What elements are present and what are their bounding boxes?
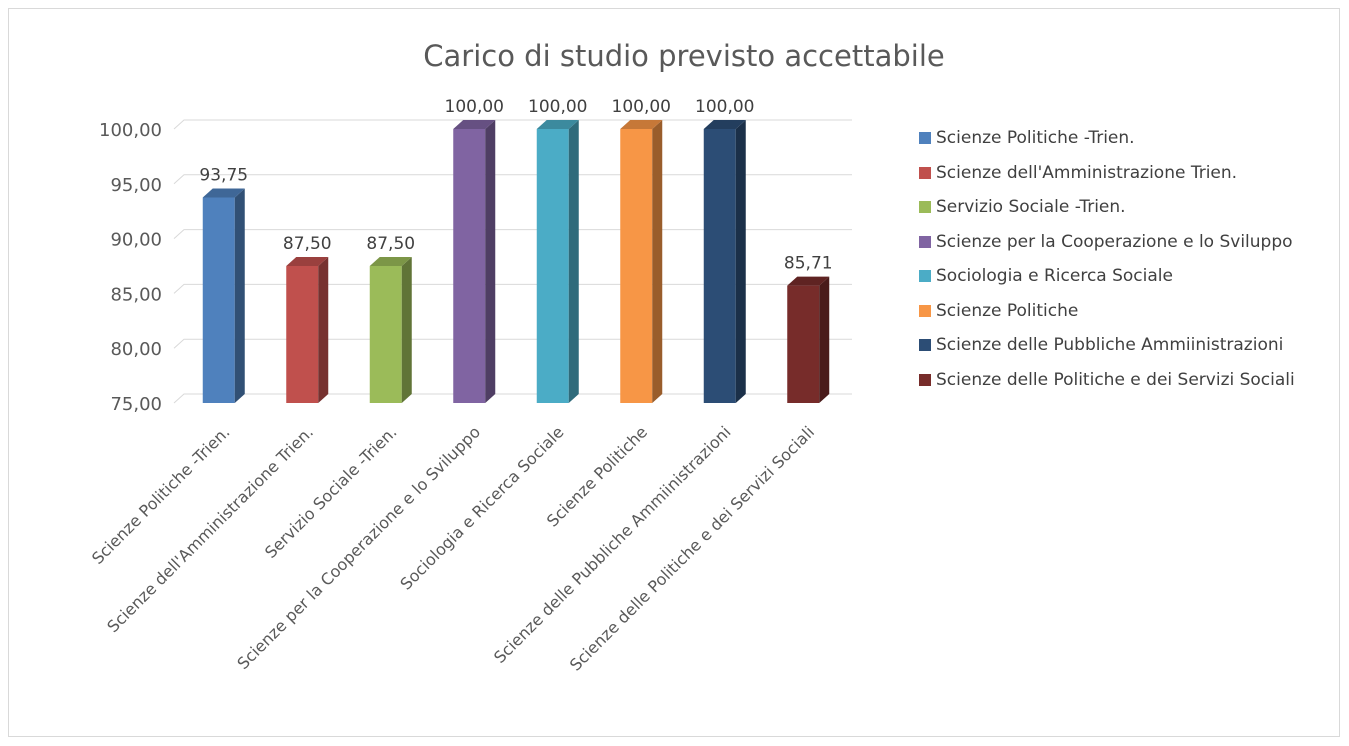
bar-top (369, 257, 412, 266)
y-tick-label: 80,00 (110, 339, 162, 360)
legend-swatch (919, 235, 931, 248)
gridlines (173, 119, 852, 404)
legend-item: Scienze delle Pubbliche Ammiinistrazioni (919, 328, 1295, 363)
bar-side (735, 120, 746, 403)
y-tick-label: 75,00 (110, 394, 162, 415)
gridline (173, 119, 852, 130)
legend-item: Servizio Sociale -Trien. (919, 190, 1295, 225)
legend-swatch (919, 270, 931, 283)
bar-side (234, 188, 245, 403)
legend-item: Sociologia e Ricerca Sociale (919, 259, 1295, 294)
bar-front (369, 266, 402, 403)
bar: 100,00 (445, 97, 504, 403)
legend-swatch (919, 132, 931, 145)
legend-label: Scienze Politiche -Trien. (936, 128, 1135, 149)
bar: 85,71 (784, 254, 833, 403)
legend-item: Scienze dell'Amministrazione Trien. (919, 156, 1295, 191)
bar-front (787, 285, 820, 403)
y-axis: 75,00 80,00 85,00 90,00 95,00 100,00 (99, 120, 162, 415)
bar: 87,50 (366, 234, 415, 403)
x-axis: Scienze Politiche -Trien.Scienze dell'Am… (88, 422, 818, 674)
legend-label: Servizio Sociale -Trien. (936, 197, 1126, 218)
bar-side (401, 257, 412, 403)
bar: 93,75 (199, 166, 248, 403)
bar-side (819, 276, 830, 403)
data-label: 100,00 (695, 97, 754, 117)
y-tick-label: 95,00 (110, 175, 162, 196)
bar-side (568, 120, 579, 403)
bars: 93,75 87,50 87,50 100,00 100,00 100,00 100,00 8… (199, 97, 833, 403)
data-label: 87,50 (283, 234, 332, 254)
bar-top (620, 120, 663, 129)
legend-label: Scienze delle Pubbliche Ammiinistrazioni (936, 335, 1284, 356)
y-tick-label: 90,00 (110, 230, 162, 251)
data-label: 87,50 (366, 234, 415, 254)
y-tick-label: 100,00 (99, 120, 162, 141)
bar-top (202, 188, 245, 198)
data-label: 93,75 (199, 166, 248, 186)
legend: Scienze Politiche -Trien. Scienze dell'Am… (919, 121, 1295, 397)
data-label: 85,71 (784, 254, 833, 274)
x-tick-label: Sociologia e Ricerca Sociale (396, 422, 567, 593)
chart-title: Carico di studio previsto accettabile (423, 39, 944, 73)
bar-top (703, 120, 746, 129)
bar-top (536, 120, 579, 129)
chart-frame: Carico di studio previsto accettabile 75… (8, 8, 1340, 737)
y-tick-label: 85,00 (110, 284, 162, 305)
legend-item: Scienze per la Cooperazione e lo Svilupp… (919, 225, 1295, 260)
gridline (173, 174, 852, 185)
bar-front (620, 129, 653, 403)
data-label: 100,00 (528, 97, 587, 117)
legend-swatch (919, 166, 931, 179)
legend-swatch (919, 201, 931, 214)
legend-label: Scienze dell'Amministrazione Trien. (936, 162, 1238, 183)
legend-item: Scienze Politiche (919, 294, 1295, 329)
bar-side (318, 257, 329, 403)
data-label: 100,00 (612, 97, 671, 117)
bar: 100,00 (528, 97, 587, 403)
legend-swatch (919, 339, 931, 352)
bar-top (286, 257, 329, 266)
gridline (173, 393, 852, 404)
bar-top (787, 276, 830, 286)
bar-side (652, 120, 663, 403)
bar-front (202, 197, 235, 403)
bar-side (485, 120, 496, 403)
bar: 100,00 (612, 97, 671, 403)
gridline (173, 338, 852, 349)
bar-front (453, 129, 486, 403)
gridline (173, 283, 852, 294)
bar-top (453, 120, 496, 129)
x-tick-label: Scienze Politiche -Trien. (88, 422, 234, 568)
bar: 87,50 (283, 234, 332, 403)
gridline (173, 229, 852, 239)
legend-item: Scienze Politiche -Trien. (919, 121, 1295, 156)
bar-chart: Carico di studio previsto accettabile 75… (88, 39, 945, 675)
legend-label: Scienze per la Cooperazione e lo Svilupp… (936, 231, 1293, 252)
bar: 100,00 (695, 97, 754, 403)
legend-label: Sociologia e Ricerca Sociale (936, 266, 1173, 287)
bar-front (286, 266, 319, 403)
legend-label: Scienze Politiche (936, 300, 1079, 321)
bar-front (536, 129, 569, 403)
data-label: 100,00 (445, 97, 504, 117)
bar-front (703, 129, 736, 403)
legend-swatch (919, 304, 931, 317)
legend-label: Scienze delle Politiche e dei Servizi So… (936, 369, 1295, 390)
legend-item: Scienze delle Politiche e dei Servizi So… (919, 363, 1295, 398)
legend-swatch (919, 373, 931, 386)
